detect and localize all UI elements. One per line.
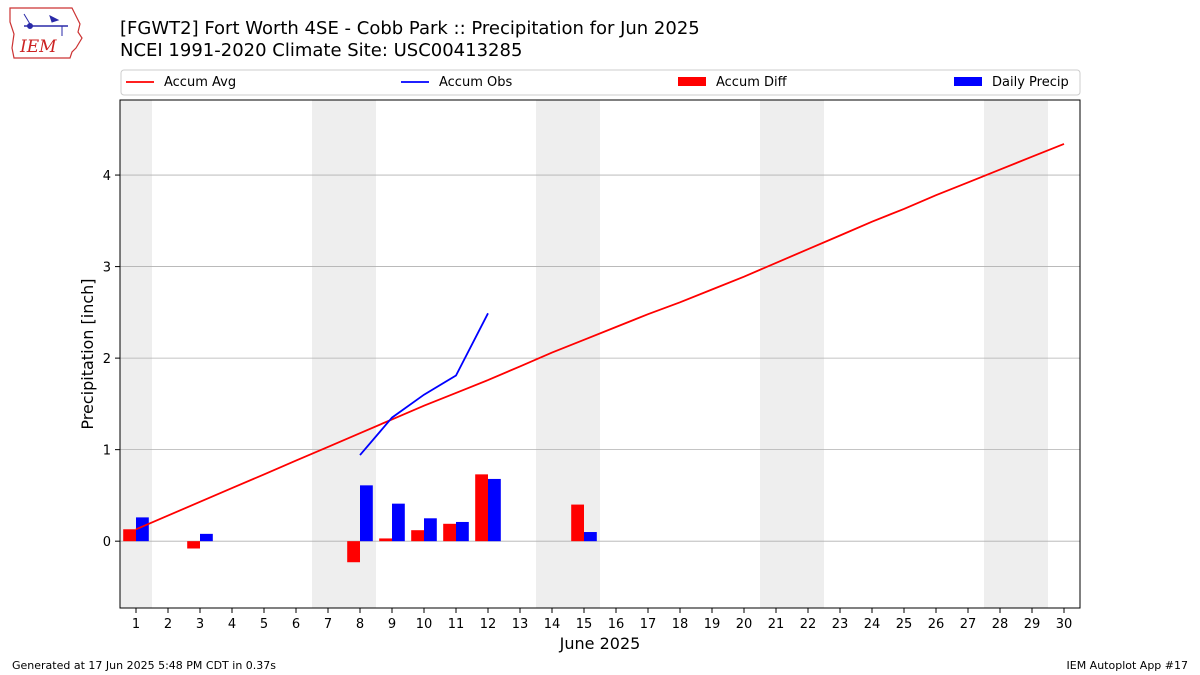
x-axis-label: June 2025 xyxy=(559,634,641,653)
legend-accum-diff-label: Accum Diff xyxy=(716,75,788,90)
app-credit: IEM Autoplot App #17 xyxy=(1066,659,1189,672)
x-tick-label: 3 xyxy=(196,617,204,632)
y-tick-label: 2 xyxy=(103,352,111,367)
x-tick-label: 9 xyxy=(388,617,396,632)
x-tick-label: 10 xyxy=(416,617,433,632)
x-tick-label: 6 xyxy=(292,617,300,632)
x-tick-label: 20 xyxy=(736,617,753,632)
weekend-band xyxy=(984,100,1048,608)
x-tick-label: 4 xyxy=(228,617,236,632)
legend-box xyxy=(120,69,1081,96)
x-tick-label: 23 xyxy=(832,617,849,632)
legend-accum-obs-label: Accum Obs xyxy=(439,75,512,90)
x-tick-label: 19 xyxy=(704,617,721,632)
x-tick-label: 25 xyxy=(896,617,913,632)
accum-diff-bar xyxy=(347,541,360,563)
daily-precip-bar xyxy=(584,532,597,542)
daily-precip-bar xyxy=(488,478,501,542)
x-tick-label: 16 xyxy=(608,617,625,632)
daily-precip-bar xyxy=(392,503,405,542)
chart-subtitle: NCEI 1991-2020 Climate Site: USC00413285 xyxy=(120,40,523,61)
daily-precip-bar xyxy=(424,518,437,542)
x-tick-label: 21 xyxy=(768,617,785,632)
x-tick-label: 8 xyxy=(356,617,364,632)
accum-diff-bar xyxy=(379,538,392,542)
x-tick-label: 26 xyxy=(928,617,945,632)
accum-diff-bar xyxy=(187,541,200,549)
iem-logo: IEM xyxy=(9,7,83,59)
chart-title: [FGWT2] Fort Worth 4SE - Cobb Park :: Pr… xyxy=(120,18,700,39)
daily-precip-bar xyxy=(360,485,373,542)
daily-precip-bar xyxy=(200,533,213,542)
plot-frame xyxy=(119,99,1081,609)
x-tick-label: 30 xyxy=(1056,617,1073,632)
x-tick-label: 22 xyxy=(800,617,817,632)
x-tick-label: 1 xyxy=(132,617,140,632)
x-tick-label: 12 xyxy=(480,617,497,632)
x-tick-label: 17 xyxy=(640,617,657,632)
daily-precip-bar xyxy=(136,517,149,542)
x-tick-label: 2 xyxy=(164,617,172,632)
generated-timestamp: Generated at 17 Jun 2025 5:48 PM CDT in … xyxy=(12,659,277,672)
y-tick-label: 4 xyxy=(103,169,111,184)
x-tick-label: 5 xyxy=(260,617,268,632)
weekend-band xyxy=(536,100,600,608)
weather-station-icon xyxy=(23,13,68,36)
accum-diff-bar xyxy=(411,530,424,542)
x-tick-label: 18 xyxy=(672,617,689,632)
y-tick-label: 3 xyxy=(103,261,111,276)
accum-obs-line xyxy=(359,312,489,456)
logo-text: IEM xyxy=(19,37,57,57)
x-tick-label: 13 xyxy=(512,617,529,632)
y-axis-label: Precipitation [inch] xyxy=(78,278,97,429)
accum-diff-bar xyxy=(571,504,584,542)
accum-diff-bar xyxy=(475,474,488,542)
x-tick-label: 15 xyxy=(576,617,593,632)
legend-accum-avg-label: Accum Avg xyxy=(164,75,236,90)
accum-diff-bar xyxy=(443,523,456,542)
x-tick-label: 27 xyxy=(960,617,977,632)
x-tick-label: 28 xyxy=(992,617,1009,632)
x-tick-label: 11 xyxy=(448,617,465,632)
daily-precip-bar xyxy=(456,521,469,542)
y-tick-label: 0 xyxy=(103,535,111,550)
y-tick-label: 1 xyxy=(103,444,111,459)
accum-diff-bar xyxy=(123,529,136,542)
x-tick-label: 7 xyxy=(324,617,332,632)
accum-avg-line xyxy=(135,143,1065,531)
legend-daily-precip-swatch xyxy=(954,77,982,86)
x-tick-label: 29 xyxy=(1024,617,1041,632)
x-tick-label: 24 xyxy=(864,617,881,632)
legend-daily-precip-label: Daily Precip xyxy=(992,75,1069,90)
x-tick-label: 14 xyxy=(544,617,561,632)
weekend-band xyxy=(760,100,824,608)
legend-accum-diff-swatch xyxy=(678,77,706,86)
